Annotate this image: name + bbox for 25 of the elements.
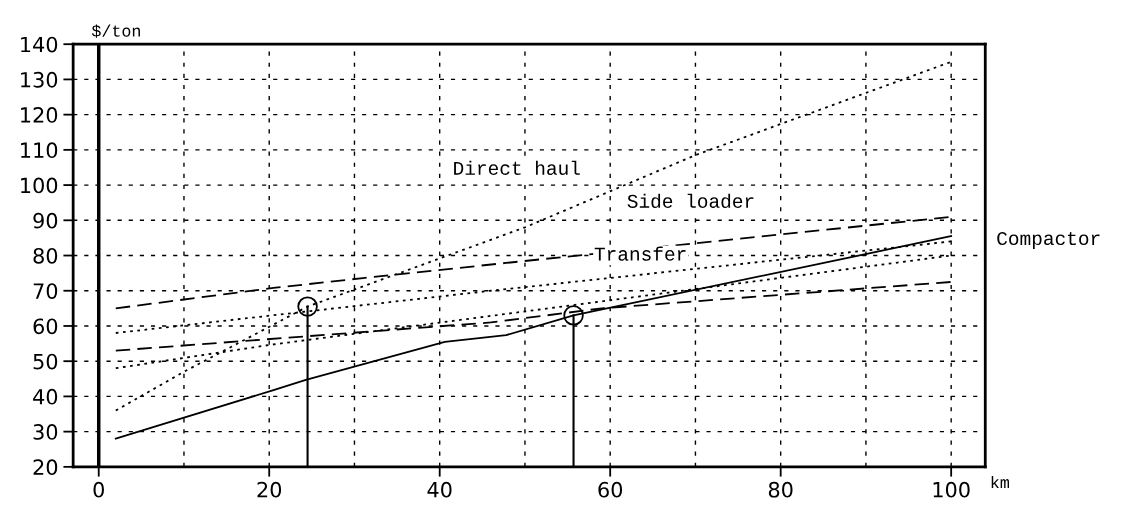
x-tick-label: 20	[257, 481, 282, 498]
y-tick-label: 110	[21, 142, 58, 159]
y-tick-label: 140	[21, 36, 58, 53]
text: Compactor	[997, 231, 1100, 249]
y-tick-label: 120	[21, 107, 58, 123]
x-tick-label: 60	[598, 481, 623, 498]
y-tick-label: 70	[33, 283, 58, 299]
x-axis-title: km	[991, 475, 1009, 489]
x-tick-label: 40	[427, 481, 452, 498]
y-tick-label: 90	[33, 212, 58, 229]
x-tick-label: 80	[768, 481, 793, 498]
y-tick-label: 80	[33, 247, 58, 264]
y-tick-label: 40	[33, 388, 58, 405]
y-tick-label: 50	[33, 353, 58, 370]
y-axis-title: $/ton	[91, 24, 140, 38]
annotation: Side loader	[627, 193, 754, 208]
y-tick-label: 130	[21, 71, 58, 88]
y-tick-label: 30	[33, 424, 58, 440]
x-tick-label: 100	[933, 481, 970, 498]
annotation: Direct haul	[454, 160, 580, 175]
y-tick-label: 20	[33, 459, 58, 476]
x-tick-label: 0	[93, 481, 104, 498]
annotation: Transfer	[594, 246, 686, 261]
y-tick-label: 60	[33, 318, 58, 335]
y-tick-label: 100	[21, 177, 58, 194]
